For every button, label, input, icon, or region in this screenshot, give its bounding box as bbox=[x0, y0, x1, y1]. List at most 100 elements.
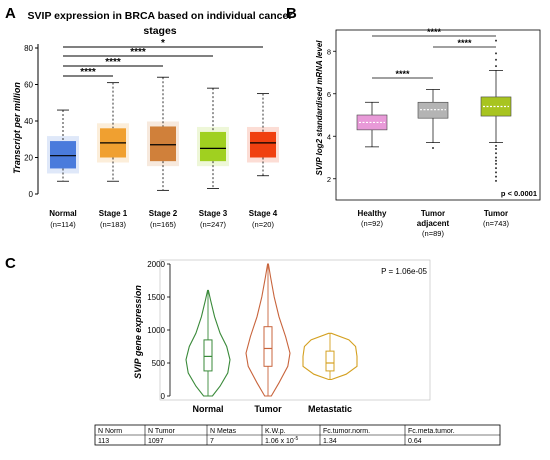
panel-b-xlabel: Healthy bbox=[358, 209, 387, 218]
panel-a-ytick-label: 80 bbox=[24, 44, 33, 53]
panel-a-xlabel: Stage 3 bbox=[199, 209, 228, 218]
panel-a-box bbox=[50, 141, 76, 169]
panel-c-xlabel: Normal bbox=[192, 404, 223, 414]
panel-b-outlier bbox=[495, 39, 497, 42]
panel-b-letter: B bbox=[286, 5, 297, 22]
panel-b-ytick-label: 6 bbox=[327, 90, 331, 99]
panel-c-ytick-label: 0 bbox=[161, 392, 166, 401]
panel-a-ytick-label: 0 bbox=[29, 190, 34, 199]
panel-a-count: (n=165) bbox=[150, 220, 177, 229]
stats-table-cell: 1.06 x 10-5 bbox=[265, 436, 298, 445]
panel-b-count: (n=89) bbox=[422, 229, 444, 238]
panel-b-outlier bbox=[495, 148, 497, 150]
panel-c-xlabel: Metastatic bbox=[308, 404, 352, 414]
panel-b-outlier bbox=[495, 65, 497, 68]
stats-table-header: K.W.p. bbox=[265, 428, 286, 435]
panel-a-letter: A bbox=[5, 5, 16, 22]
panel-c-ytick-label: 1000 bbox=[147, 326, 165, 335]
stats-table-cell: 1.34 bbox=[323, 438, 337, 445]
panel-c-box bbox=[263, 326, 273, 367]
panel-b-outlier bbox=[495, 162, 497, 165]
panel-b-ylabel: SVIP log2 standardised mRNA level bbox=[315, 40, 324, 176]
panel-b-sig-label: **** bbox=[395, 69, 410, 79]
panel-b-box bbox=[417, 101, 449, 119]
panel-a-sig-label: **** bbox=[80, 67, 96, 78]
panel-b-outlier bbox=[495, 156, 497, 159]
panel-a-box bbox=[250, 131, 276, 158]
panel-b-count: (n=92) bbox=[361, 219, 383, 228]
panel-c-ytick-label: 500 bbox=[152, 359, 166, 368]
panel-b-xlabel: adjacent bbox=[417, 219, 450, 228]
panel-b-significance: **** **** **** bbox=[372, 27, 496, 79]
panel-a-count: (n=114) bbox=[50, 220, 76, 229]
stats-table-header: Fc.tumor.norm. bbox=[323, 428, 370, 435]
panel-a-sig-label: **** bbox=[130, 47, 146, 58]
panel-b-ytick-label: 8 bbox=[327, 47, 331, 56]
stats-table-cell: 1097 bbox=[148, 438, 164, 445]
panel-c-box bbox=[325, 350, 335, 372]
panel-b-box bbox=[480, 96, 512, 117]
panel-c: C SVIP gene expression 0500100015002000 … bbox=[5, 255, 431, 414]
stats-table-header: Fc.meta.tumor. bbox=[408, 428, 455, 435]
panel-a-xlabel: Stage 4 bbox=[249, 209, 278, 218]
panel-a-significance: ************* bbox=[63, 38, 263, 78]
panel-b-axes: 2 4 6 8 bbox=[327, 29, 541, 201]
panel-a-title-line2: stages bbox=[143, 25, 176, 37]
panel-a: A SVIP expression in BRCA based on indiv… bbox=[5, 5, 292, 229]
stats-table: N Norm 113 N Tumor 1097 N Metas 7 K.W.p.1.06 x… bbox=[94, 424, 501, 446]
panel-b-ytick-label: 2 bbox=[327, 175, 331, 184]
panel-b-ytick-label: 4 bbox=[327, 132, 331, 141]
stats-table-cell: 0.64 bbox=[408, 438, 422, 445]
panel-b-outlier bbox=[495, 152, 497, 155]
panel-a-box bbox=[150, 126, 176, 162]
stats-table-header: N Norm bbox=[98, 428, 122, 435]
panel-b-box bbox=[356, 114, 388, 131]
panel-a-ytick-label: 20 bbox=[24, 154, 33, 163]
panel-b: B SVIP log2 standardised mRNA level 2 4 6 8… bbox=[286, 5, 541, 238]
panel-c-letter: C bbox=[5, 255, 16, 272]
panel-a-ytick-label: 40 bbox=[24, 117, 33, 126]
panel-b-xlabel: Tumor bbox=[421, 209, 445, 218]
panel-c-p-value: P = 1.06e-05 bbox=[381, 267, 427, 276]
panel-a-xlabels: Normal (n=114) Stage 1 (n=183) Stage 2 (n=165… bbox=[49, 209, 278, 229]
panel-b-outlier bbox=[495, 179, 497, 182]
stats-table-header: N Tumor bbox=[148, 428, 176, 435]
panel-a-count: (n=247) bbox=[200, 220, 227, 229]
panel-c-ylabel: SVIP gene expression bbox=[133, 285, 143, 379]
panel-b-outlier bbox=[495, 52, 497, 55]
panel-a-title-line1: SVIP expression in BRCA based on individ… bbox=[28, 10, 293, 22]
panel-c-violin bbox=[302, 332, 358, 381]
panel-b-outlier bbox=[495, 144, 497, 147]
panel-b-xlabel: Tumor bbox=[484, 209, 508, 218]
panel-a-ytick-label: 60 bbox=[24, 81, 33, 90]
panel-b-outlier bbox=[495, 175, 497, 178]
panel-c-frame bbox=[159, 259, 431, 401]
panel-b-sig-label: **** bbox=[427, 27, 442, 37]
panel-a-xlabel: Stage 2 bbox=[149, 209, 178, 218]
panel-c-ytick-label: 2000 bbox=[147, 260, 165, 269]
panel-b-sig-label: **** bbox=[457, 38, 472, 48]
panel-c-xlabel: Tumor bbox=[254, 404, 282, 414]
panel-b-boxes bbox=[356, 39, 512, 182]
panel-a-count: (n=183) bbox=[100, 220, 127, 229]
stats-table-cell: 113 bbox=[98, 438, 109, 445]
panel-b-outlier bbox=[495, 58, 497, 61]
stats-table-kwp-exponent: -5 bbox=[294, 436, 299, 442]
panel-b-outlier bbox=[495, 167, 497, 170]
panel-a-xlabel: Stage 1 bbox=[99, 209, 128, 218]
panel-a-box bbox=[200, 131, 226, 162]
stats-table-header: N Metas bbox=[210, 428, 237, 435]
panel-a-ylabel: Transcript per million bbox=[12, 82, 22, 174]
panel-b-p-value: p < 0.0001 bbox=[501, 189, 537, 198]
panel-a-count: (n=20) bbox=[252, 220, 274, 229]
panel-c-xlabels: Normal Tumor Metastatic bbox=[192, 404, 352, 414]
panel-b-xlabels: Healthy(n=92)Tumoradjacent(n=89)Tumor(n=… bbox=[358, 209, 510, 238]
panel-b-outlier bbox=[495, 159, 497, 162]
panel-a-axes: 0 20 40 60 80 bbox=[24, 44, 39, 199]
panel-c-ytick-label: 1500 bbox=[147, 293, 165, 302]
panel-b-count: (n=743) bbox=[483, 219, 510, 228]
panel-b-frame bbox=[335, 29, 541, 201]
panel-b-outlier bbox=[432, 146, 434, 149]
panel-a-boxes bbox=[47, 76, 279, 191]
